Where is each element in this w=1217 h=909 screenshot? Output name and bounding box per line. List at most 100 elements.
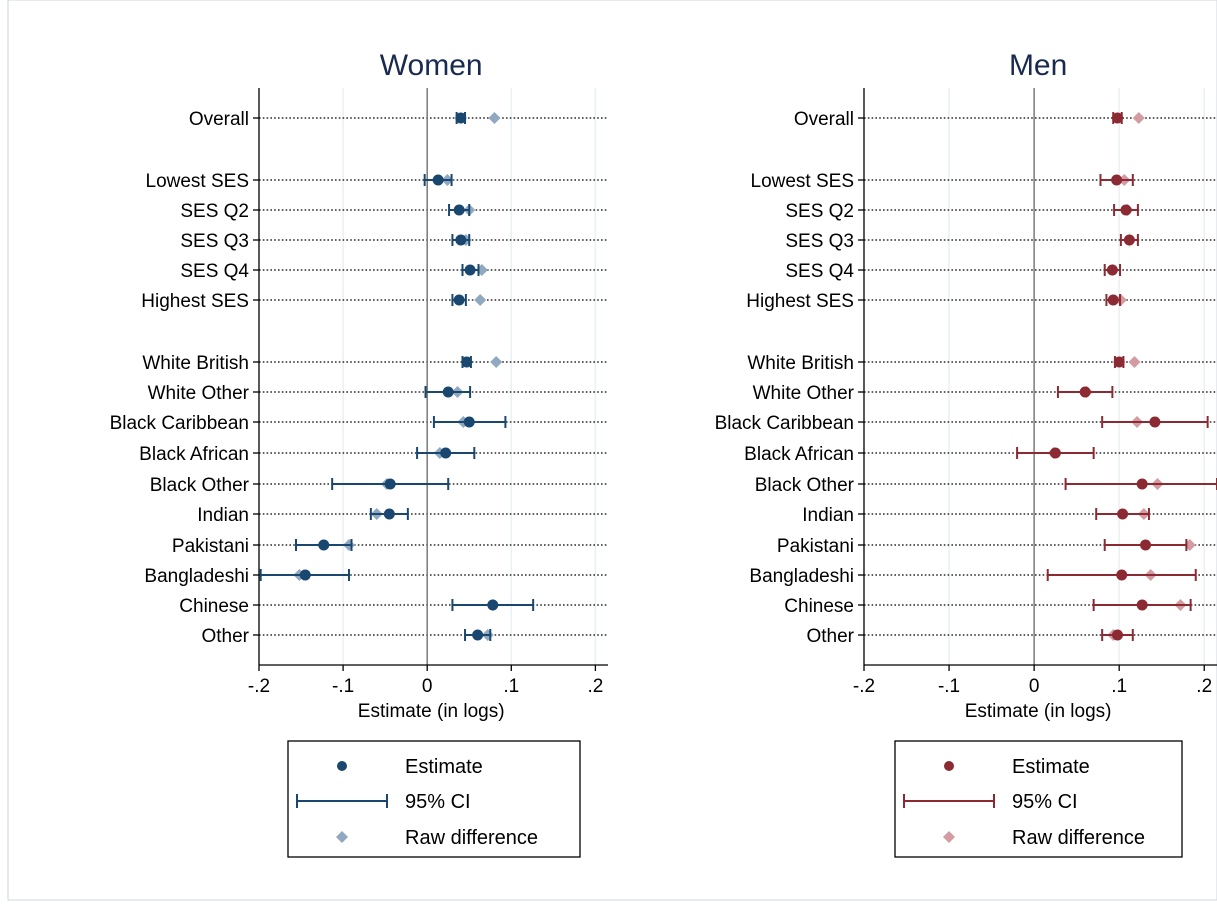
women-estimate-point [487,599,499,611]
men-x-tick-label: .1 [1111,676,1127,697]
men-row-label-overall: Overall [794,109,854,130]
women-x-tick-label: .2 [587,676,603,697]
men-estimate-point [1111,112,1123,124]
men-row-label-lowest-ses: Lowest SES [751,171,855,192]
men-legend-raw-symbol [943,831,955,843]
men-row-label-black-african: Black African [744,444,854,465]
women-row-label-lowest-ses: Lowest SES [146,171,250,192]
women-panel-title: Women [380,49,483,82]
men-estimate-point [1107,294,1119,306]
women-legend-label-95-ci: 95% CI [405,791,471,813]
women-row-label-indian: Indian [197,505,249,526]
women-legend: Estimate 95% CI Raw difference [287,740,581,858]
men-row-label-ses-q4: SES Q4 [785,261,854,282]
women-raw-diff-marker [488,112,501,124]
women-row-label-ses-q3: SES Q3 [180,231,249,252]
men-panel-title: Men [1009,49,1067,82]
women-row-label-chinese: Chinese [179,596,249,617]
women-estimate-point [455,234,467,246]
women-estimate-point [464,264,476,276]
women-legend-label-raw-difference: Raw difference [405,827,538,849]
men-estimate-point [1140,539,1152,551]
women-estimate-point [299,569,311,581]
women-estimate-point [383,508,395,520]
women-row-label-ses-q4: SES Q4 [180,261,249,282]
men-row-label-other: Other [806,626,854,647]
women-raw-diff-marker [474,294,487,306]
women-x-axis-title: Estimate (in logs) [358,701,505,722]
men-estimate-point [1117,508,1129,520]
women-x-tick-label: -.2 [248,676,270,697]
men-row-label-white-other: White Other [753,383,855,404]
women-estimate-point [455,112,467,124]
women-estimate-point [453,294,465,306]
men-x-tick-label: -.2 [853,676,875,697]
women-estimate-point [440,447,452,459]
women-estimate-point [463,416,475,428]
men-x-axis-title: Estimate (in logs) [965,701,1112,722]
men-panel: Men Overall Lowest SES SES Q2 SES Q3 SES Q4 Hi… [715,49,1217,858]
men-estimate-point [1116,569,1128,581]
men-estimate-point [1136,478,1148,490]
women-row-label-bangladeshi: Bangladeshi [144,566,249,587]
men-estimate-point [1079,386,1091,398]
men-x-tick-label: 0 [1029,676,1040,697]
men-row-label-ses-q3: SES Q3 [785,231,854,252]
women-row-label-highest-ses: Highest SES [141,291,249,312]
women-raw-diff-marker [490,356,503,368]
men-row-label-black-other: Black Other [755,475,855,496]
women-row-label-black-caribbean: Black Caribbean [110,413,249,434]
men-estimate-point [1111,629,1123,641]
women-panel: Women Overall Lowest SES SES Q2 SES Q3 SES Q4… [110,49,608,858]
women-legend-estimate-symbol [337,761,347,771]
men-legend-label-raw-difference: Raw difference [1012,827,1145,849]
men-row-label-highest-ses: Highest SES [746,291,854,312]
men-row-label-chinese: Chinese [784,596,854,617]
women-row-label-black-african: Black African [139,444,249,465]
men-estimate-point [1149,416,1161,428]
men-estimate-point [1113,356,1125,368]
women-x-tick-label: -.1 [332,676,354,697]
women-row-label-pakistani: Pakistani [172,536,249,557]
men-legend: Estimate 95% CI Raw difference [894,740,1183,858]
men-estimate-point [1136,599,1148,611]
women-x-tick-label: .1 [503,676,519,697]
women-estimate-point [384,478,396,490]
men-estimate-point [1111,174,1123,186]
women-legend-raw-symbol [336,831,348,843]
women-estimate-point [453,204,465,216]
women-row-label-overall: Overall [189,109,249,130]
men-row-label-ses-q2: SES Q2 [785,201,854,222]
men-estimate-point [1049,447,1061,459]
women-row-label-ses-q2: SES Q2 [180,201,249,222]
men-raw-diff-marker [1128,356,1141,368]
women-legend-box [287,740,581,858]
men-estimate-point [1106,264,1118,276]
men-row-label-bangladeshi: Bangladeshi [749,566,854,587]
women-row-label-other: Other [201,626,249,647]
men-estimate-point [1123,234,1135,246]
women-row-label-white-british: White British [142,353,249,374]
women-estimate-point [472,629,484,641]
women-legend-label-estimate: Estimate [405,756,483,778]
women-x-tick-label: 0 [422,676,433,697]
men-legend-label-95-ci: 95% CI [1012,791,1078,813]
men-legend-estimate-symbol [944,761,954,771]
men-row-label-pakistani: Pakistani [777,536,854,557]
women-estimate-point [461,356,473,368]
men-row-label-black-caribbean: Black Caribbean [715,413,854,434]
men-estimate-point [1120,204,1132,216]
men-legend-box [894,740,1183,858]
men-row-label-indian: Indian [802,505,854,526]
women-estimate-point [442,386,454,398]
men-x-tick-label: .2 [1196,676,1212,697]
women-estimate-point [432,174,444,186]
men-row-label-white-british: White British [747,353,854,374]
men-raw-diff-marker [1132,112,1145,124]
women-row-label-white-other: White Other [148,383,250,404]
men-legend-label-estimate: Estimate [1012,756,1090,778]
women-estimate-point [318,539,330,551]
men-x-tick-label: -.1 [938,676,960,697]
women-row-label-black-other: Black Other [150,475,250,496]
